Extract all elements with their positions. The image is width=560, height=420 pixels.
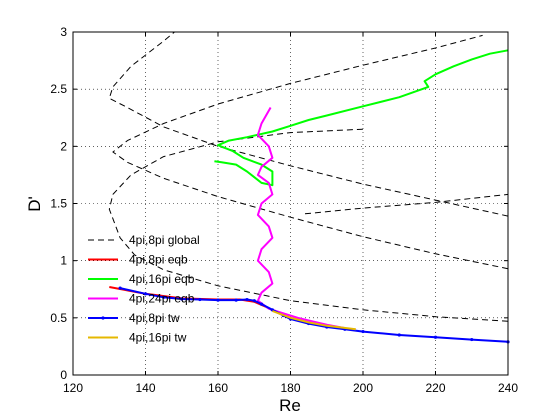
- data-point-4pi-8pi-tw: [361, 329, 365, 334]
- data-point-4pi-8pi-tw: [143, 292, 148, 296]
- data-point-4pi-8pi-tw: [216, 298, 220, 302]
- y-tick-label: 0.5: [50, 311, 67, 325]
- y-axis-title: D': [25, 196, 44, 212]
- legend-label: 4pi,8pi global: [129, 233, 200, 247]
- x-tick-label: 160: [208, 381, 228, 395]
- legend-label: 4pi,16pi eqb: [129, 272, 195, 286]
- data-point-4pi-8pi-tw: [198, 297, 202, 302]
- x-tick-label: 180: [280, 381, 300, 395]
- x-tick-label: 140: [135, 381, 155, 395]
- y-tick-label: 1.5: [50, 197, 67, 211]
- data-point-4pi-8pi-tw: [234, 298, 238, 302]
- series-line-4pi-24pi-eqb: [256, 107, 346, 330]
- x-tick-label: 120: [63, 381, 83, 395]
- data-point-4pi-8pi-tw: [252, 299, 256, 303]
- data-point-4pi-8pi-tw: [433, 335, 438, 339]
- series-line-4pi-8pi-global: [108, 31, 509, 217]
- series-line-4pi-16pi-tw: [272, 310, 356, 331]
- y-tick-label: 3: [60, 25, 67, 39]
- data-point-4pi-8pi-tw: [259, 302, 264, 306]
- legend-label: 4pi,16pi tw: [129, 331, 187, 345]
- y-tick-label: 2: [60, 139, 67, 153]
- ticks: 120 140 160 180 200 220 240 0 0.5 1 1.5 2 2.5 3: [50, 25, 518, 395]
- data-point-4pi-8pi-tw: [118, 286, 122, 290]
- legend-label: 4pi,24pi eqb: [129, 292, 195, 306]
- legend-marker: [101, 316, 105, 320]
- data-point-4pi-8pi-tw: [397, 333, 401, 337]
- legend-label: 4pi,8pi eqb: [129, 253, 188, 267]
- legend: 4pi,8pi global 4pi,8pi eqb 4pi,16pi eqb 4pi…: [88, 233, 200, 345]
- grid: [73, 32, 508, 375]
- series-line-4pi-8pi-global: [108, 128, 509, 322]
- series-layer: [108, 31, 510, 344]
- series-line-4pi-8pi-global: [304, 193, 509, 215]
- series-line-4pi-8pi-global: [112, 34, 509, 270]
- data-point-4pi-8pi-tw: [470, 337, 474, 342]
- x-tick-label: 220: [425, 381, 445, 395]
- series-line-4pi-16pi-eqb: [214, 49, 509, 187]
- x-tick-label: 240: [498, 381, 518, 395]
- x-axis-title: Re: [279, 396, 301, 415]
- y-tick-label: 1: [60, 254, 67, 268]
- data-point-4pi-8pi-tw: [245, 297, 249, 302]
- y-tick-label: 2.5: [50, 82, 67, 96]
- data-point-4pi-8pi-tw: [162, 295, 166, 299]
- x-tick-label: 200: [353, 381, 373, 395]
- data-point-4pi-8pi-tw: [180, 297, 184, 301]
- y-tick-label: 0: [60, 368, 67, 382]
- legend-label: 4pi,8pi tw: [129, 311, 180, 325]
- axes-box: [72, 31, 509, 376]
